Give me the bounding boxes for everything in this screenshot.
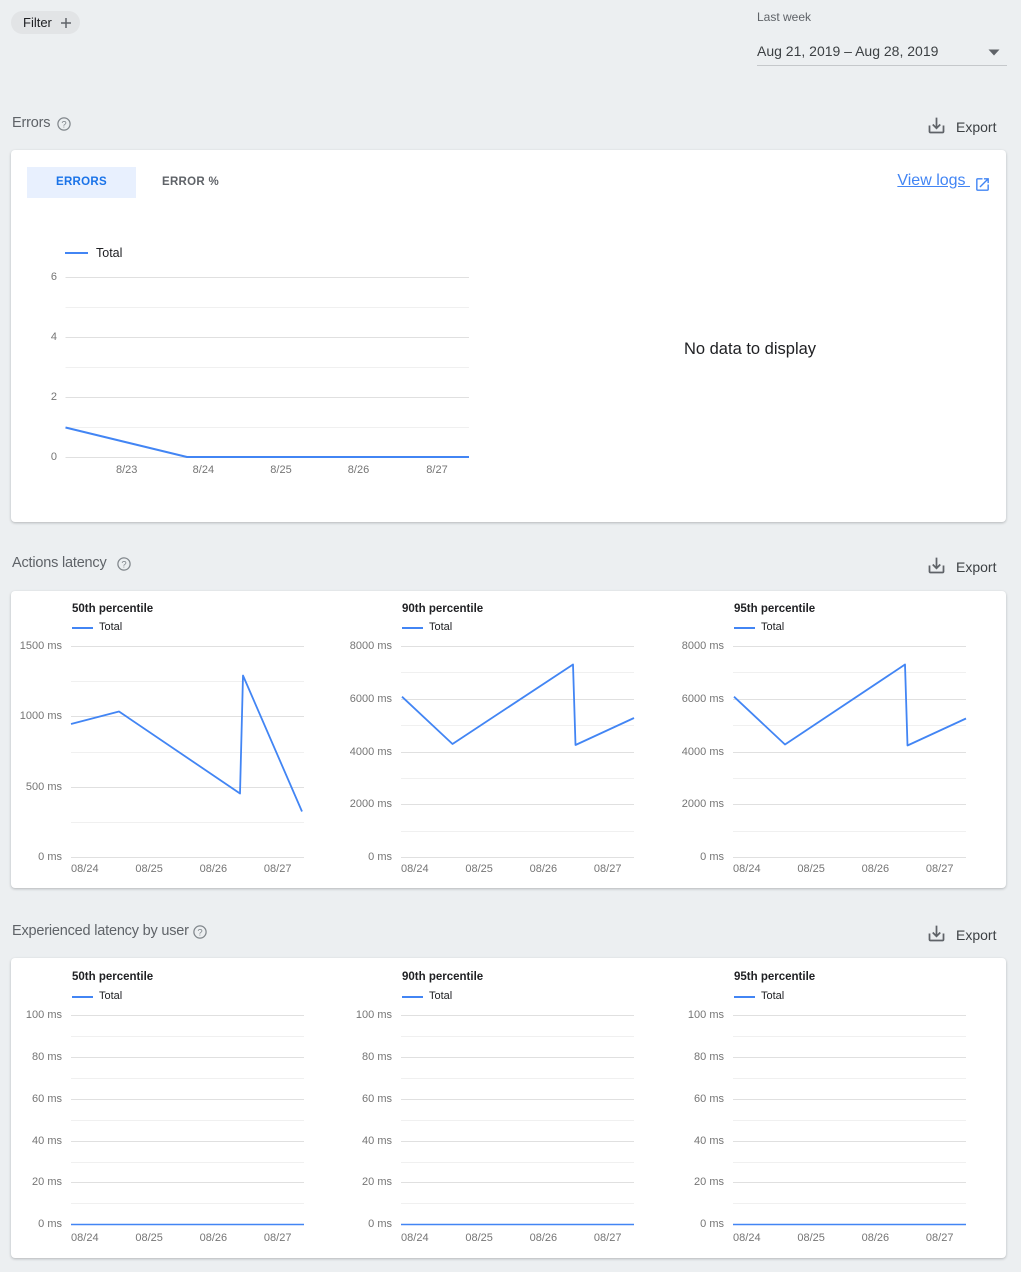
svg-text:?: ? bbox=[197, 927, 202, 938]
svg-text:?: ? bbox=[61, 119, 66, 130]
svg-text:?: ? bbox=[121, 559, 126, 570]
